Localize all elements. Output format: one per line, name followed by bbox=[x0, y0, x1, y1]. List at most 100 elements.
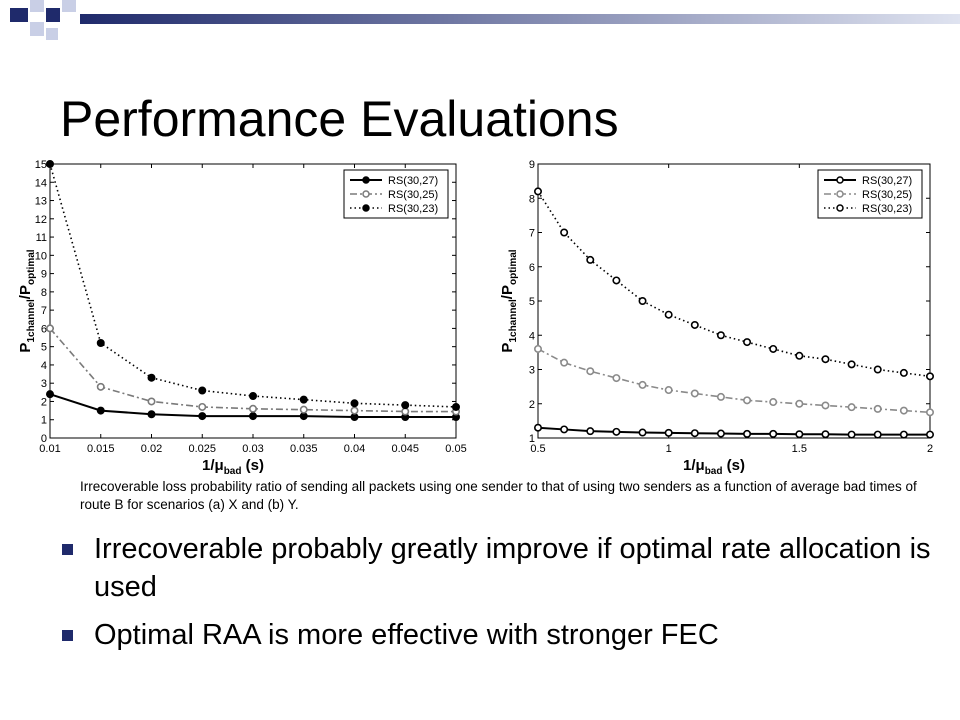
y-tick-label: 6 bbox=[41, 323, 47, 335]
x-tick-label: 0.04 bbox=[344, 443, 365, 455]
x-tick-label: 0.02 bbox=[141, 443, 162, 455]
data-point bbox=[638, 428, 647, 437]
data-point bbox=[45, 159, 54, 169]
y-tick-label: 10 bbox=[35, 250, 47, 262]
legend-marker bbox=[836, 204, 844, 212]
y-tick-label: 2 bbox=[529, 399, 535, 411]
data-point bbox=[533, 423, 542, 432]
legend-marker bbox=[836, 176, 844, 184]
y-tick-label: 4 bbox=[41, 360, 47, 372]
data-point bbox=[769, 429, 778, 438]
data-point bbox=[795, 351, 804, 360]
x-tick-label: 0.045 bbox=[391, 443, 419, 455]
data-point bbox=[350, 412, 359, 421]
data-point bbox=[795, 430, 804, 439]
data-point bbox=[821, 355, 830, 364]
data-point bbox=[899, 406, 908, 415]
series-line bbox=[537, 190, 931, 378]
data-point bbox=[795, 399, 804, 408]
data-point bbox=[350, 399, 359, 408]
x-axis-label: 1/μbad (s) bbox=[683, 457, 745, 474]
legend-label: RS(30,27) bbox=[388, 175, 438, 187]
data-point bbox=[612, 276, 621, 285]
x-tick-label: 0.01 bbox=[39, 443, 60, 455]
y-tick-label: 6 bbox=[529, 262, 535, 274]
legend-marker bbox=[362, 176, 370, 184]
x-tick-label: 1.5 bbox=[792, 443, 807, 455]
data-point bbox=[401, 401, 410, 410]
data-point bbox=[401, 407, 410, 416]
y-tick-label: 14 bbox=[35, 177, 47, 189]
data-point bbox=[690, 389, 699, 398]
data-point bbox=[96, 382, 105, 391]
bullet-list: Irrecoverable probably greatly improve i… bbox=[62, 530, 942, 664]
data-point bbox=[560, 228, 569, 237]
data-point bbox=[873, 365, 882, 374]
data-point bbox=[716, 392, 725, 401]
x-tick-label: 0.015 bbox=[87, 443, 115, 455]
x-tick-label: 0.035 bbox=[290, 443, 318, 455]
legend-label: RS(30,23) bbox=[388, 203, 438, 215]
data-point bbox=[560, 425, 569, 434]
data-point bbox=[560, 358, 569, 367]
data-point bbox=[96, 339, 105, 348]
data-point bbox=[847, 360, 856, 369]
data-point bbox=[821, 430, 830, 439]
data-point bbox=[743, 396, 752, 405]
x-tick-label: 0.025 bbox=[188, 443, 216, 455]
data-point bbox=[664, 386, 673, 395]
data-point bbox=[451, 402, 460, 411]
corner-decoration bbox=[0, 0, 960, 40]
legend-label: RS(30,25) bbox=[862, 189, 912, 201]
chart-left-container: 0 1 2 3 4 5 6 7 8 9 10 11 12 13 14 15 0.01 0.015 0.02 0.025… bbox=[8, 158, 470, 477]
series-line bbox=[537, 426, 930, 436]
data-point bbox=[299, 395, 308, 404]
data-point bbox=[299, 405, 308, 414]
data-point bbox=[638, 380, 647, 389]
data-point bbox=[769, 398, 778, 407]
data-point bbox=[873, 404, 882, 413]
data-point bbox=[147, 410, 156, 419]
y-tick-label: 13 bbox=[35, 196, 47, 208]
y-tick-label: 3 bbox=[529, 365, 535, 377]
data-point bbox=[743, 429, 752, 438]
y-axis-label: P1channel/Poptimal bbox=[499, 249, 519, 352]
y-tick-label: 0 bbox=[41, 433, 47, 445]
data-point bbox=[586, 255, 595, 264]
y-tick-label: 11 bbox=[36, 232, 47, 244]
x-axis-label: 1/μbad (s) bbox=[202, 457, 264, 474]
y-tick-label: 2 bbox=[41, 396, 47, 408]
data-point bbox=[612, 427, 621, 436]
y-tick-label: 3 bbox=[41, 378, 47, 390]
data-point bbox=[612, 374, 621, 383]
legend-label: RS(30,23) bbox=[862, 203, 912, 215]
data-point bbox=[96, 406, 105, 415]
data-point bbox=[198, 412, 207, 421]
chart-right-container: 1 2 3 4 5 6 7 8 9 0.5 1 1.5 2 1/μbad (s) P1channel/Pop… bbox=[490, 158, 942, 477]
data-point bbox=[899, 368, 908, 377]
slide-title: Performance Evaluations bbox=[60, 91, 619, 147]
y-axis-label: P1channel/Poptimal bbox=[17, 249, 37, 352]
data-point bbox=[664, 310, 673, 319]
data-point bbox=[586, 367, 595, 376]
data-point bbox=[716, 429, 725, 438]
series-line bbox=[49, 163, 457, 408]
bullet-square-icon bbox=[62, 544, 73, 555]
legend-label: RS(30,27) bbox=[862, 175, 912, 187]
x-tick-label: 0.03 bbox=[242, 443, 263, 455]
x-tick-label: 1 bbox=[666, 443, 672, 455]
data-point bbox=[249, 391, 258, 400]
y-tick-label: 1 bbox=[529, 433, 535, 445]
bullet-text: Irrecoverable probably greatly improve i… bbox=[94, 533, 931, 603]
data-point bbox=[45, 324, 54, 333]
data-point bbox=[638, 297, 647, 306]
data-point bbox=[249, 412, 258, 421]
data-point bbox=[249, 404, 258, 413]
figure-caption: Irrecoverable loss probability ratio of … bbox=[80, 479, 917, 512]
data-point bbox=[690, 429, 699, 438]
data-point bbox=[586, 427, 595, 436]
data-point bbox=[873, 430, 882, 439]
y-tick-label: 9 bbox=[41, 269, 47, 281]
